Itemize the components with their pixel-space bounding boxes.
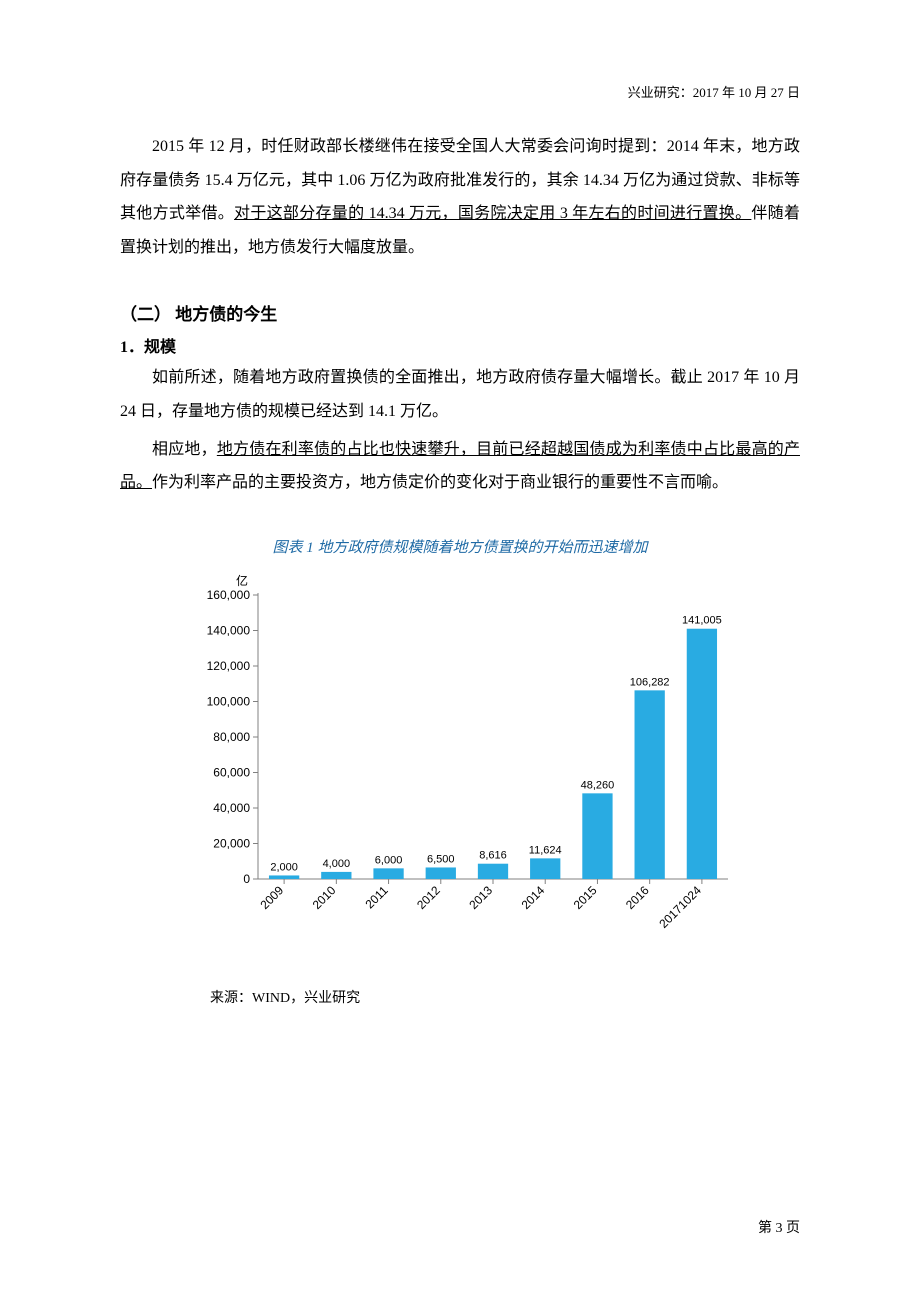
para3-tail: 作为利率产品的主要投资方，地方债定价的变化对于商业银行的重要性不言而喻。 [152,474,728,491]
page-number: 第 3 页 [758,1217,800,1237]
figure-caption: 图表 1 地方政府债规模随着地方债置换的开始而迅速增加 [120,536,800,557]
svg-text:2016: 2016 [623,883,652,912]
paragraph-1: 2015 年 12 月，时任财政部长楼继伟在接受全国人大常委会问询时提到：201… [120,130,800,264]
svg-text:2,000: 2,000 [270,861,298,873]
bar-chart: 亿 0 20,000 40,000 60,000 80,000 100,000 120,000… [180,567,740,957]
svg-text:48,260: 48,260 [581,779,615,791]
svg-text:2015: 2015 [571,883,600,912]
svg-text:80,000: 80,000 [213,730,250,744]
svg-text:2011: 2011 [363,883,391,911]
svg-text:106,282: 106,282 [630,676,670,688]
svg-text:8,616: 8,616 [479,849,507,861]
svg-text:160,000: 160,000 [207,588,251,602]
paragraph-2: 如前所述，随着地方政府置换债的全面推出，地方政府债存量大幅增长。截止 2017 … [120,361,800,428]
svg-text:140,000: 140,000 [207,623,251,637]
svg-text:2010: 2010 [310,883,339,912]
paragraph-3: 相应地，地方债在利率债的占比也快速攀升，目前已经超越国债成为利率债中占比最高的产… [120,433,800,500]
svg-text:亿: 亿 [236,573,248,588]
figure-source: 来源：WIND，兴业研究 [210,987,800,1007]
svg-text:2009: 2009 [257,883,286,912]
svg-text:40,000: 40,000 [213,801,250,815]
svg-text:2012: 2012 [414,883,443,912]
svg-text:2013: 2013 [466,883,495,912]
svg-text:0: 0 [243,872,250,886]
svg-text:2014: 2014 [519,883,548,912]
document-body: 2015 年 12 月，时任财政部长楼继伟在接受全国人大常委会问询时提到：201… [120,130,800,1007]
sub-heading-1: 1．规模 [120,333,800,357]
para3-pre: 相应地， [152,441,217,458]
header-right-text: 兴业研究：2017 年 10 月 27 日 [628,82,800,101]
svg-text:4,000: 4,000 [323,858,351,870]
section-heading-2: （二） 地方债的今生 [120,300,800,325]
svg-text:11,624: 11,624 [529,844,562,856]
svg-text:100,000: 100,000 [207,694,251,708]
svg-text:120,000: 120,000 [207,659,251,673]
svg-text:20171024: 20171024 [656,883,704,931]
svg-text:141,005: 141,005 [682,614,722,626]
svg-text:20,000: 20,000 [213,836,250,850]
svg-text:6,500: 6,500 [427,853,455,865]
chart-svg: 亿 0 20,000 40,000 60,000 80,000 100,000 120,000… [180,567,740,957]
svg-text:6,000: 6,000 [375,854,403,866]
para1-underlined: 对于这部分存量的 14.34 万元，国务院决定用 3 年左右的时间进行置换。 [234,205,751,222]
svg-text:60,000: 60,000 [213,765,250,779]
